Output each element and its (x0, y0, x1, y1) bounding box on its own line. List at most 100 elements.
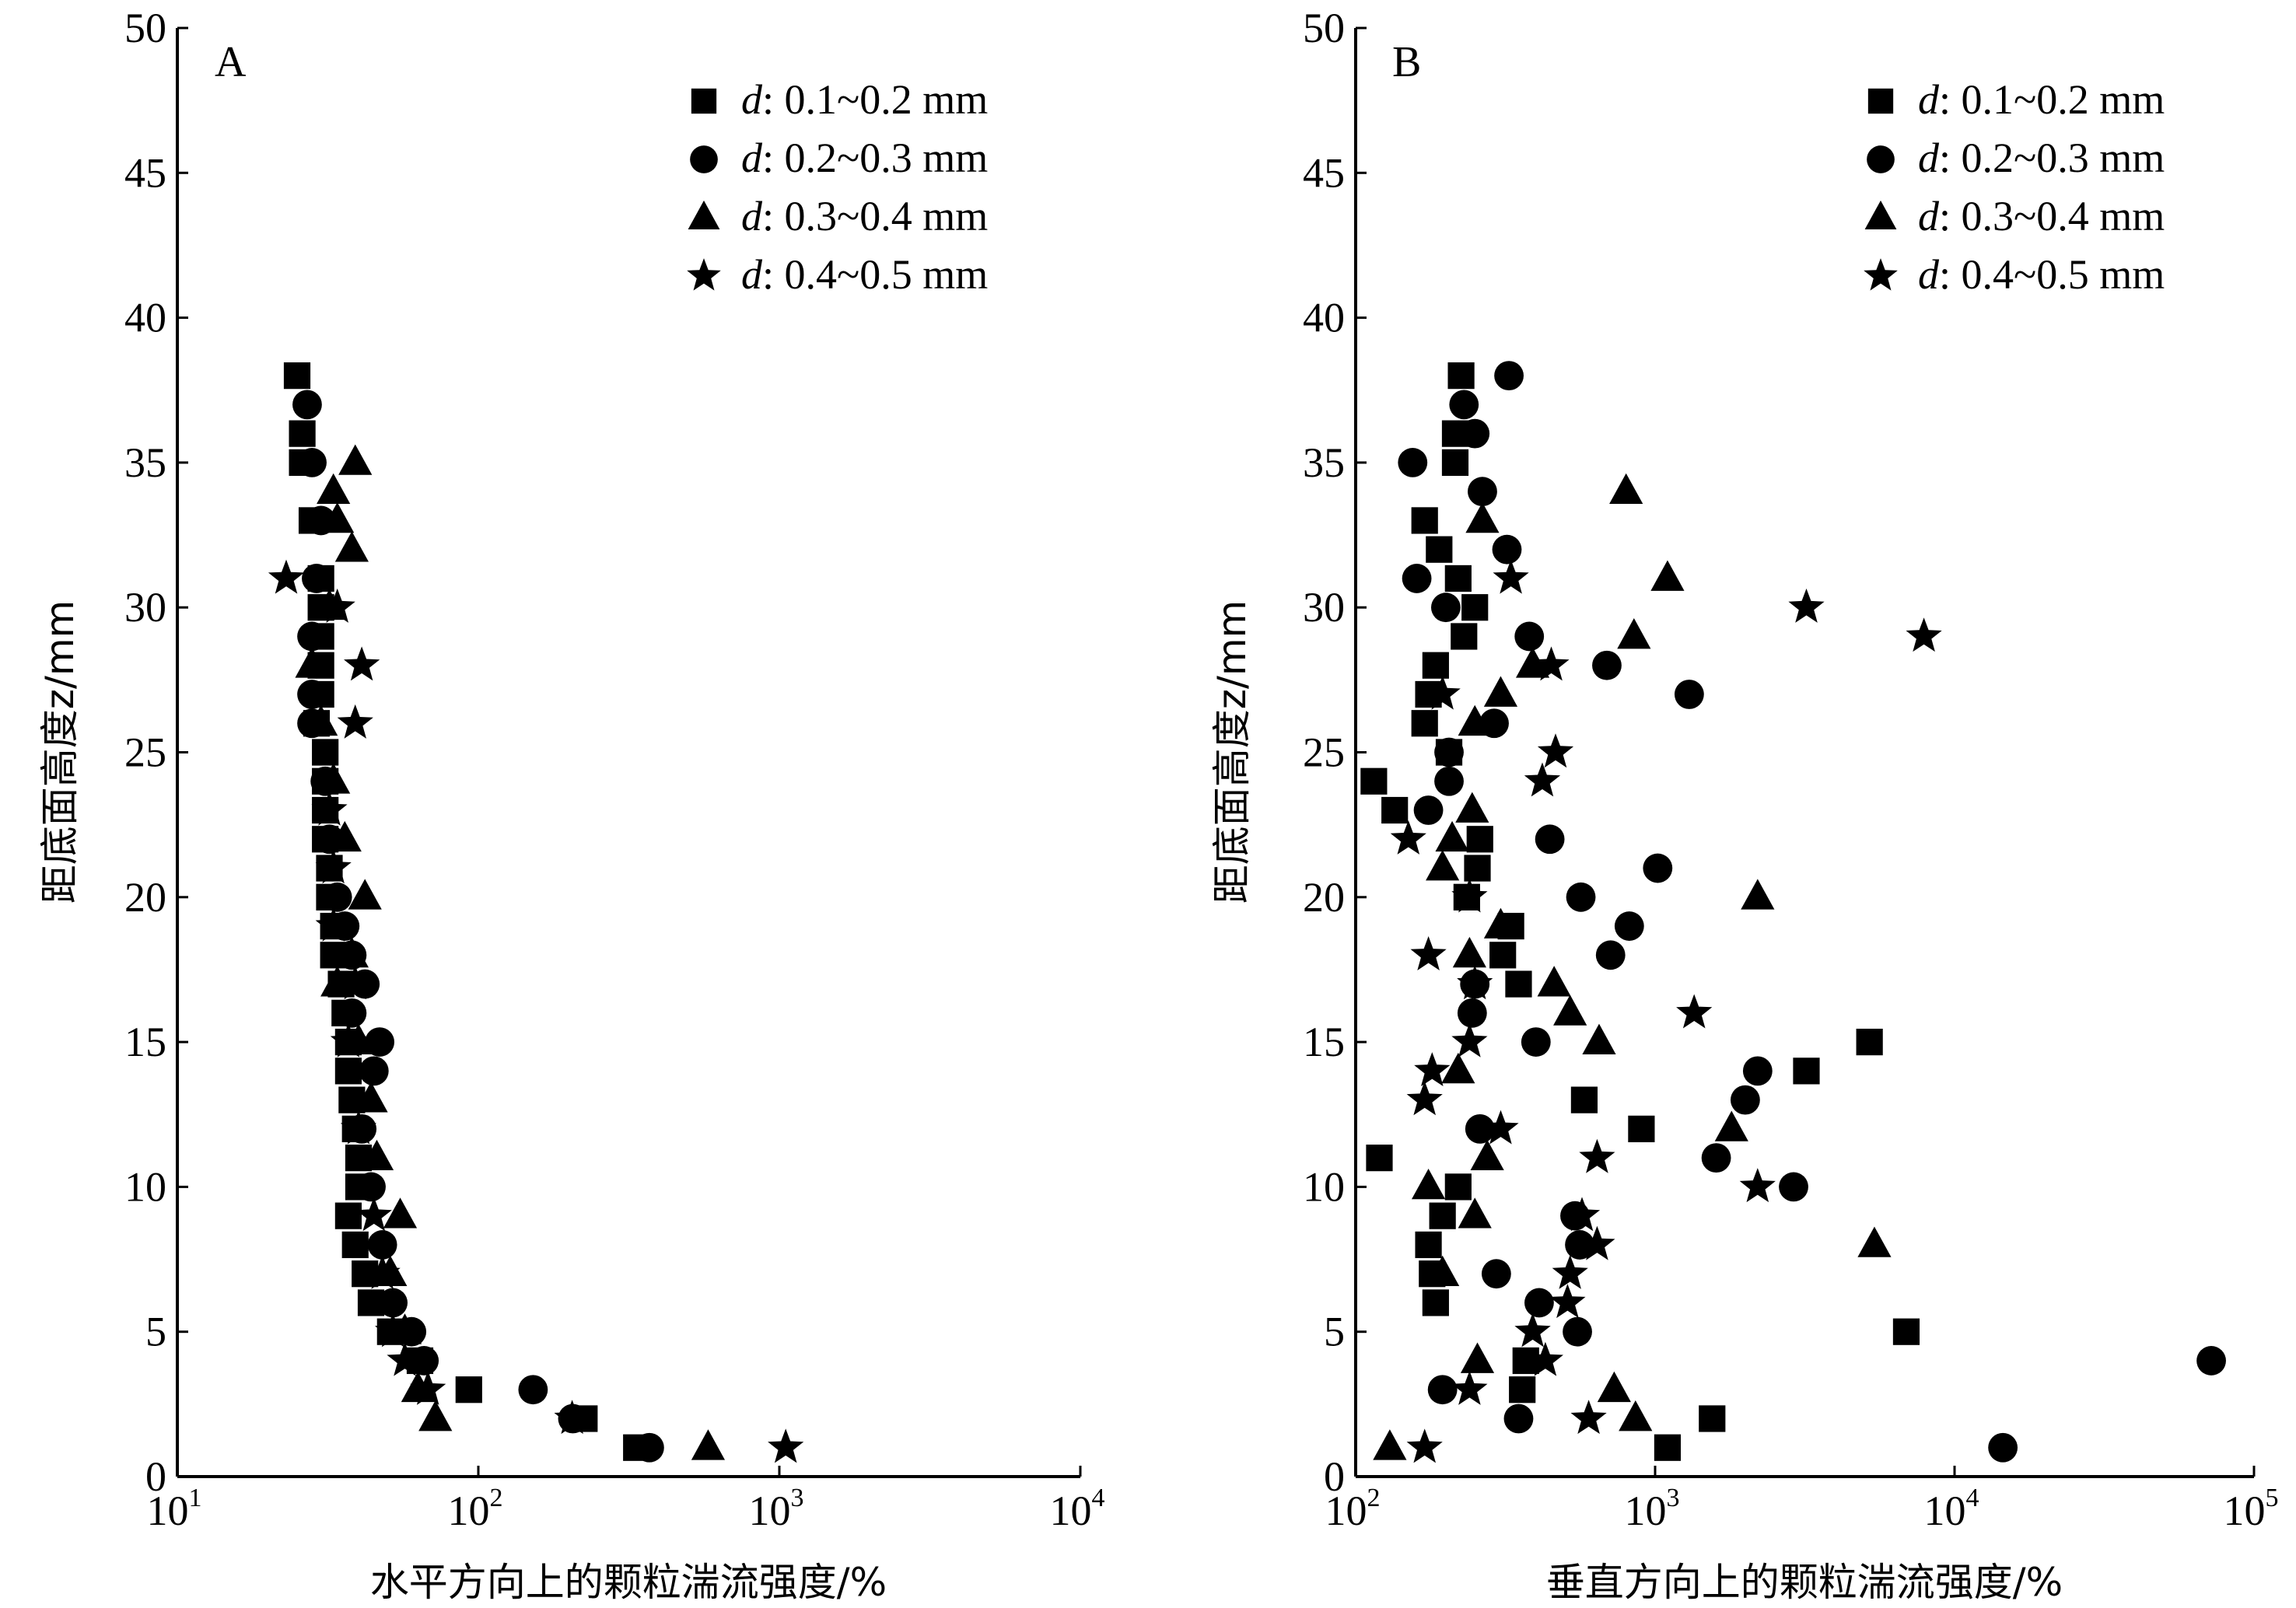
panel-a-star-point (410, 1370, 446, 1405)
panel-a: A 水平方向上的颗粒湍流强度/% 距底面高度z/mm 0 5 10 15 20 25 30 3… (37, 5, 1105, 1605)
panel-b-square-point (1892, 1318, 1920, 1345)
panel-b-circle-point (1503, 1404, 1534, 1434)
panel-b-circle-point (1398, 448, 1428, 477)
panel-a-triangle-point (348, 879, 382, 910)
panel-b-square-point (1461, 594, 1489, 621)
panel-b-circle-point (1524, 1288, 1554, 1318)
panel-b-circle-point (1434, 737, 1464, 767)
panel-b-triangle-point (1411, 1168, 1446, 1200)
panel-b-square-point (1466, 826, 1493, 853)
panel-a-circle-point (297, 621, 327, 652)
panel-b-square-point (1429, 1202, 1456, 1229)
panel-b-triangle-point (1470, 1139, 1504, 1171)
panel-b-star-point (1533, 646, 1570, 681)
panel-a-star-point (337, 704, 373, 739)
panel-b-x-axis-title: 垂直方向上的颗粒湍流强度/% (1546, 1560, 2063, 1605)
panel-b-legend-square-icon (1867, 88, 1894, 114)
panel-b-star-point (1552, 1254, 1588, 1289)
panel-b-y-axis-title: 距底面高度z/mm (1209, 600, 1255, 904)
panel-b-triangle-point (1435, 820, 1469, 852)
panel-b-y-tick-label: 10 (1303, 1163, 1345, 1210)
panel-b-square-point (1411, 507, 1438, 534)
panel-b-star-point (1457, 965, 1493, 1000)
panel-b-star-point (1451, 878, 1488, 913)
panel-b-y-tick-label: 30 (1303, 584, 1345, 631)
panel-b-circle-point (1592, 650, 1622, 680)
panel-b-triangle-point (1452, 936, 1486, 968)
panel-a-circle-point (292, 390, 322, 420)
panel-b-y-tick-label: 25 (1303, 729, 1345, 776)
panel-a-y-tick-label: 50 (124, 5, 166, 51)
panel-b-circle-point (1535, 824, 1565, 855)
panel-b-square-point (1366, 1145, 1393, 1172)
panel-b-legend: d: 0.1~0.2 mm d: 0.2~0.3 mm d: 0.3~0.4 mm d… (1864, 76, 2165, 298)
panel-b-star-point (1563, 1197, 1601, 1232)
panel-b-triangle-point (1650, 560, 1685, 591)
panel-b-square-point (1654, 1434, 1682, 1461)
panel-a-x-axis-title: 水平方向上的颗粒湍流强度/% (370, 1560, 887, 1605)
panel-a-square-point (341, 1231, 369, 1259)
panel-b-triangle-point (1465, 502, 1500, 533)
panel-a-star-point (375, 1313, 411, 1348)
panel-a-circle-point (322, 882, 352, 912)
panel-b-y-tick-label: 5 (1324, 1309, 1345, 1355)
panel-b-star-point (1410, 936, 1447, 970)
panel-a-y-tick-label: 25 (124, 729, 166, 776)
panel-a-legend-label: d: 0.4~0.5 mm (741, 251, 988, 298)
panel-b-square-point (1444, 1173, 1472, 1201)
panel-b-circle-point (1988, 1432, 2018, 1463)
panel-b-y-tick-label: 20 (1303, 874, 1345, 921)
panel-a-legend-square-icon (691, 88, 717, 114)
panel-a-y-tick-label: 15 (124, 1019, 166, 1065)
panel-b-circle-point (1434, 766, 1464, 796)
panel-a-star-point (315, 849, 352, 884)
panel-b-legend-label: d: 0.3~0.4 mm (1918, 193, 2165, 239)
panel-b-y-tick-label: 40 (1303, 295, 1345, 341)
panel-b-square-point (1793, 1057, 1820, 1085)
panel-b-square-point (1509, 1376, 1536, 1404)
panel-b-triangle-point (1857, 1226, 1892, 1257)
panel-a-star-point (355, 1197, 392, 1232)
panel-b-circle-point (1514, 621, 1545, 652)
panel-a-y-tick-label: 40 (124, 295, 166, 341)
panel-b-circle-point (1430, 593, 1461, 623)
panel-b-circle-point (1643, 853, 1673, 883)
panel-b-circle-point (1730, 1085, 1760, 1115)
panel-b-y-tick-label: 35 (1303, 439, 1345, 486)
panel-b-star-point (1579, 1225, 1615, 1260)
panel-b-legend-triangle-icon (1864, 200, 1897, 229)
panel-a-legend-label: d: 0.3~0.4 mm (741, 193, 988, 239)
panel-b-y-tick-label: 45 (1303, 149, 1345, 196)
panel-a-circle-point (634, 1432, 664, 1463)
panel-a-star-point (768, 1428, 804, 1463)
panel-b-triangle-point (1714, 1110, 1748, 1141)
panel-a-star-point (337, 965, 373, 1000)
panel-b-circle-point (1449, 390, 1479, 420)
panel-a-circle-point (302, 564, 331, 593)
panel-b-circle-point (1413, 795, 1444, 825)
panel-b-circle-point (1742, 1056, 1773, 1086)
panel-b-square-point (1447, 362, 1475, 390)
panel-a-triangle-point (334, 936, 369, 968)
panel-b-triangle-point (1597, 1371, 1631, 1403)
panel-b-ticks: 0 5 10 15 20 25 30 35 40 45 50 102 103 104 105 (1303, 5, 2279, 1534)
panel-b-star-point (1424, 675, 1461, 710)
panel-a-triangle-point (359, 1139, 394, 1171)
panel-b-circle-point (1595, 940, 1626, 970)
panel-a-triangle-point (383, 1197, 418, 1229)
panel-a-triangle-point (317, 763, 351, 794)
panel-b-triangle-point (1553, 995, 1587, 1026)
panel-b-circle-point (1427, 1375, 1458, 1405)
panel-b-square-point (1411, 710, 1438, 737)
panel-b-star-point (1493, 559, 1529, 594)
panel-a-circle-point (359, 1056, 389, 1086)
panel-b-star-point (1549, 1284, 1586, 1319)
panel-a-triangle-point (334, 531, 369, 562)
panel-b-circle-point (1565, 1230, 1594, 1260)
panel-b-legend-label: d: 0.2~0.3 mm (1918, 135, 2165, 181)
panel-a-triangle-point (320, 502, 355, 533)
panel-b-square-point (1464, 855, 1491, 882)
panel-b-star-point (1579, 1138, 1615, 1173)
panel-a-square-point (283, 362, 311, 390)
panel-a-y-tick-label: 30 (124, 584, 166, 631)
